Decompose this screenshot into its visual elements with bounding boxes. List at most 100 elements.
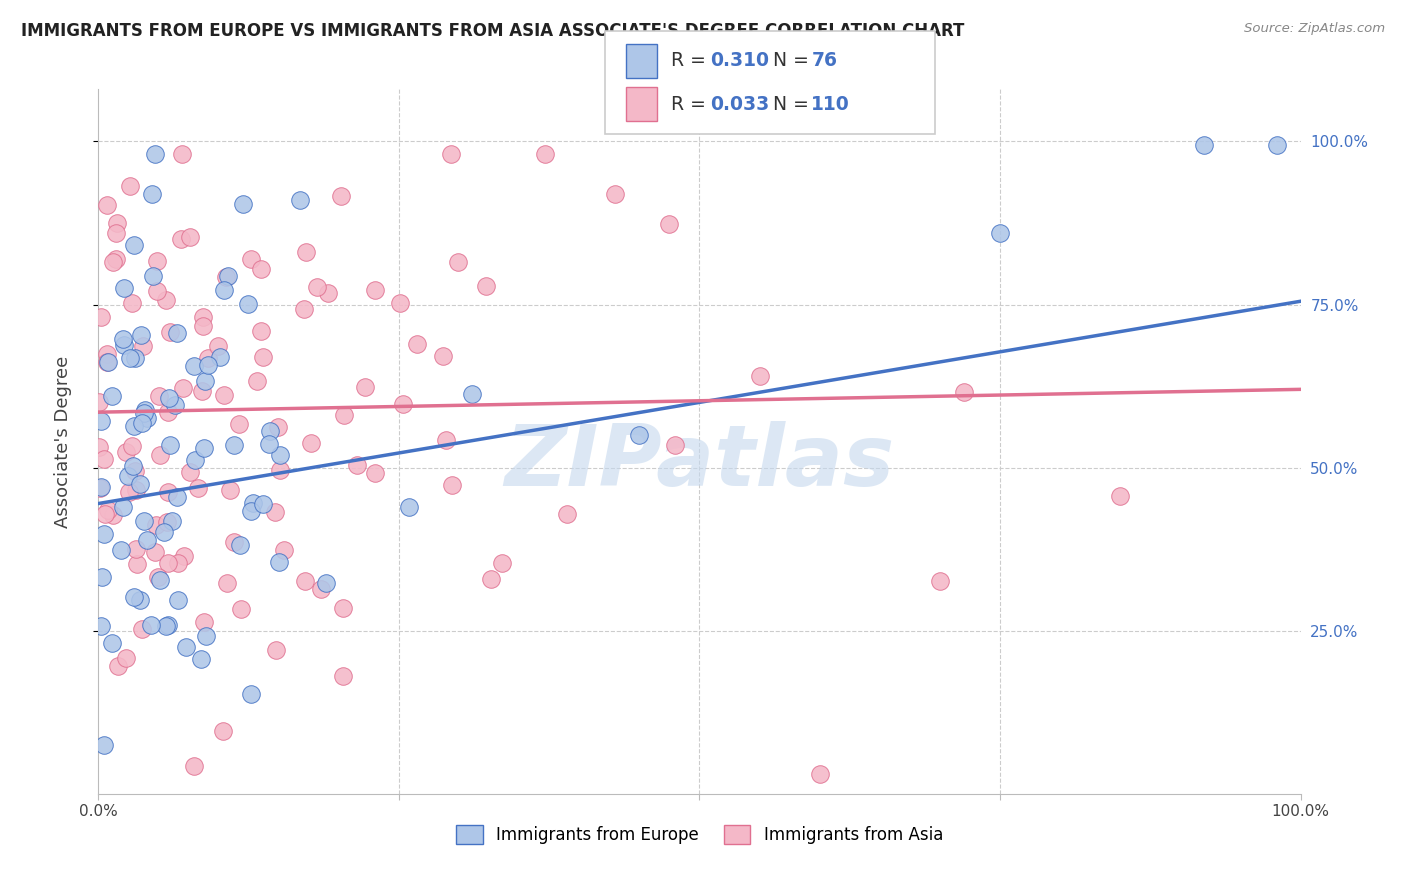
Point [238,296,260,310]
Point [195,629,218,643]
Point [124,590,146,604]
Point [229,602,252,616]
Point [316,285,339,300]
Point [110,543,132,558]
Text: N =: N = [773,52,815,70]
Point [143,147,166,161]
Point [222,534,245,549]
Text: R =: R = [671,52,711,70]
Point [228,417,250,431]
Point [475,278,498,293]
Point [264,505,287,519]
Point [555,507,578,521]
Point [332,669,354,683]
Point [748,368,770,383]
Point [193,319,215,334]
Point [294,574,316,588]
Point [172,381,194,395]
Point [197,358,219,372]
Point [146,254,169,268]
Point [218,483,240,498]
Point [363,283,385,297]
Point [269,448,291,462]
Point [101,255,124,269]
Point [104,252,127,266]
Point [294,245,316,260]
Point [292,302,315,317]
Point [240,252,263,266]
Point [155,618,177,632]
Point [309,582,332,596]
Text: 0.033: 0.033 [710,95,769,113]
Point [193,441,215,455]
Point [259,424,281,438]
Point [166,491,188,505]
Point [242,496,264,510]
Point [166,326,188,340]
Point [117,468,139,483]
Point [1265,137,1288,152]
Point [134,403,156,417]
Point [90,414,112,428]
Point [432,349,454,363]
Point [112,338,135,352]
Point [389,296,412,310]
Point [157,391,180,405]
Point [440,478,463,492]
Point [183,452,205,467]
Point [269,463,291,477]
Point [299,436,322,450]
Text: IMMIGRANTS FROM EUROPE VS IMMIGRANTS FROM ASIA ASSOCIATE'S DEGREE CORRELATION CH: IMMIGRANTS FROM EUROPE VS IMMIGRANTS FRO… [21,22,965,40]
Text: 76: 76 [811,52,837,70]
Point [159,325,181,339]
Point [105,227,128,241]
Point [90,310,112,324]
Point [118,351,141,365]
Point [212,387,235,401]
Point [157,618,180,632]
Point [333,408,356,422]
Point [120,179,142,194]
Point [101,636,124,650]
Text: N =: N = [773,95,815,113]
Point [117,484,139,499]
Point [149,448,172,462]
Point [90,480,112,494]
Point [155,293,177,307]
Point [89,481,111,495]
Point [953,385,976,400]
Point [163,398,186,412]
Point [124,351,146,366]
Point [148,389,170,403]
Point [97,503,120,517]
Point [179,230,201,244]
Point [107,659,129,673]
Point [166,557,188,571]
Point [159,438,181,452]
Point [90,570,112,584]
Point [136,411,159,425]
Point [440,147,463,161]
Point [346,458,368,473]
Point [134,515,156,529]
Point [229,538,252,552]
Point [115,650,138,665]
Point [207,339,229,353]
Point [988,226,1011,240]
Point [392,397,415,411]
Point [224,437,246,451]
Point [146,284,169,298]
Point [479,572,502,586]
Point [447,254,470,268]
Point [212,723,235,738]
Point [153,525,176,540]
Point [96,355,118,369]
Point [93,452,115,467]
Point [111,500,134,515]
Point [191,310,214,325]
Point [461,387,484,401]
Point [139,618,162,632]
Point [129,593,152,607]
Point [209,350,232,364]
Point [156,515,179,529]
